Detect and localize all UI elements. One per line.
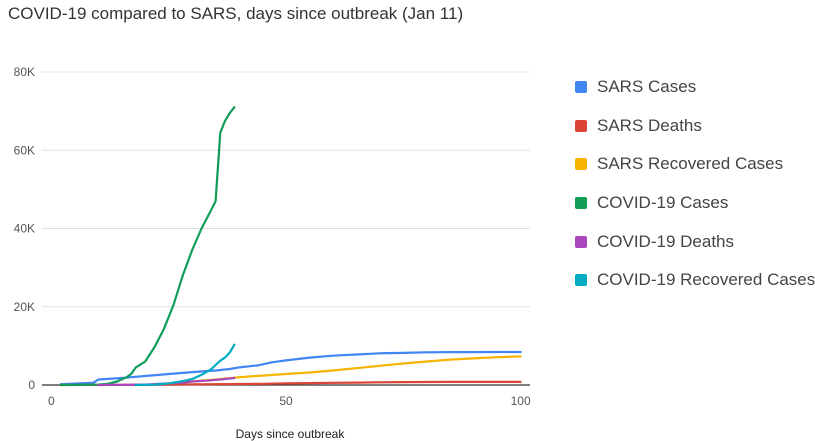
legend-item[interactable]: SARS Cases — [575, 68, 815, 107]
series-line-sars-cases — [59, 350, 522, 386]
legend-swatch — [575, 274, 587, 287]
legend-label: SARS Recovered Cases — [597, 154, 784, 174]
legend-swatch — [575, 197, 587, 210]
x-tick-label: 100 — [511, 394, 531, 408]
legend-swatch — [575, 158, 587, 171]
legend: SARS Cases SARS Deaths SARS Recovered Case… — [575, 68, 815, 300]
legend-swatch — [575, 119, 587, 132]
chart-title: COVID-19 compared to SARS, days since ou… — [8, 4, 464, 23]
y-tick-label: 0 — [28, 378, 35, 392]
legend-label: COVID-19 Deaths — [597, 231, 734, 251]
x-axis-title: Days since outbreak — [236, 427, 346, 441]
y-tick-label: 80K — [14, 65, 35, 79]
series-line-covid-19-cases — [59, 106, 236, 387]
x-tick-label: 50 — [279, 394, 293, 408]
series-line-covid-19-recovered-cases — [134, 343, 236, 387]
legend-swatch — [575, 81, 587, 94]
y-tick-label: 20K — [14, 300, 35, 314]
x-axis-tick-labels: 0 50 100 — [48, 394, 531, 408]
y-tick-label: 40K — [14, 222, 35, 236]
series-line-covid-19-deaths — [97, 376, 236, 387]
legend-swatch — [575, 235, 587, 248]
series-line-sars-deaths — [59, 380, 522, 387]
legend-item[interactable]: COVID-19 Recovered Cases — [575, 261, 815, 300]
x-tick-label: 0 — [48, 394, 55, 408]
gridlines — [42, 71, 530, 386]
legend-label: SARS Cases — [597, 77, 697, 97]
legend-item[interactable]: SARS Recovered Cases — [575, 145, 815, 184]
y-axis-tick-labels: 0 20K 40K 60K 80K — [14, 65, 36, 392]
legend-label: COVID-19 Cases — [597, 193, 729, 213]
legend-label: SARS Deaths — [597, 115, 702, 135]
legend-label: COVID-19 Recovered Cases — [597, 270, 815, 290]
legend-item[interactable]: COVID-19 Deaths — [575, 222, 815, 261]
y-tick-label: 60K — [14, 143, 35, 157]
legend-item[interactable]: COVID-19 Cases — [575, 184, 815, 223]
series-lines — [59, 106, 522, 387]
legend-item[interactable]: SARS Deaths — [575, 107, 815, 146]
